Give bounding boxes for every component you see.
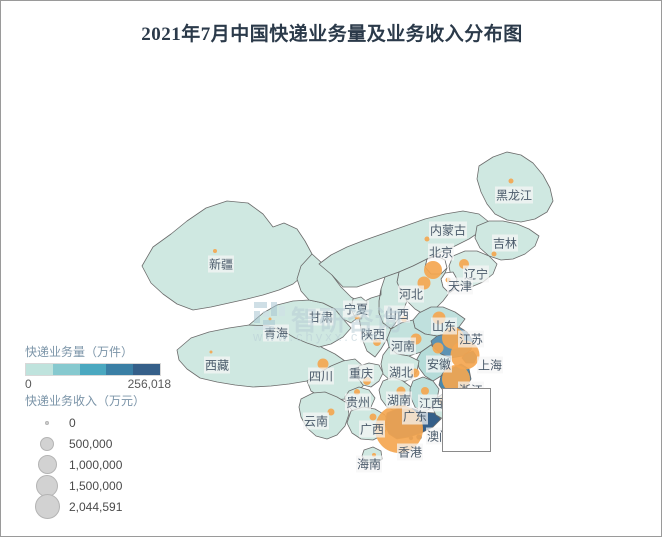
choropleth-max-label: 256,018	[127, 377, 171, 391]
gradient-swatch-5	[133, 364, 160, 375]
bubble-legend-label: 1,000,000	[69, 457, 123, 472]
bubble-hainan[interactable]	[372, 453, 376, 457]
bubble-legend-dot	[40, 436, 54, 451]
bubble-guizhou[interactable]	[354, 389, 360, 395]
bubble-hunan[interactable]	[396, 386, 406, 396]
gradient-swatch-3	[79, 364, 107, 375]
bubble-guangxi[interactable]	[369, 413, 377, 421]
bubble-legend-label: 2,044,591	[69, 499, 123, 514]
bubble-legend-row: 0	[25, 412, 205, 433]
bubble-heilongjiang[interactable]	[508, 178, 514, 184]
gradient-swatch-2	[52, 364, 80, 375]
bubble-size-legend: 0 500,000 1,000,000 1,500,000	[25, 412, 205, 519]
bubble-qinghai[interactable]	[268, 317, 272, 321]
bubble-legend-title: 快递业务收入（万元）	[25, 394, 146, 408]
bubble-jiangxi[interactable]	[421, 387, 429, 395]
shape-xinjiang	[141, 200, 320, 311]
bubble-legend-row: 500,000	[25, 433, 205, 454]
bubble-legend-dot	[34, 494, 60, 519]
bubble-legend-row: 1,000,000	[25, 454, 205, 475]
gradient-swatch-1	[26, 364, 53, 375]
bubble-legend-label: 500,000	[69, 436, 113, 451]
page-title: 2021年7月中国快递业务量及业务收入分布图	[141, 24, 523, 45]
bubble-shaanxi[interactable]	[373, 338, 381, 346]
choropleth-legend-title: 快递业务量（万件）	[25, 345, 134, 359]
bubble-legend-row: 1,500,000	[25, 474, 205, 497]
bubble-anhui[interactable]	[432, 342, 444, 354]
bubble-ningxia[interactable]	[357, 316, 361, 320]
bubble-shandong[interactable]	[432, 311, 446, 325]
bubble-xizang[interactable]	[209, 350, 213, 354]
bubble-shanxi[interactable]	[401, 316, 407, 322]
bubble-jiangsu[interactable]	[442, 327, 464, 349]
bubble-hubei[interactable]	[410, 368, 420, 378]
bubble-legend-row: 2,044,591	[25, 494, 205, 519]
bubble-jilin[interactable]	[491, 251, 497, 257]
bubble-neimenggu[interactable]	[424, 236, 430, 242]
bubble-xinjiang[interactable]	[213, 249, 217, 253]
gradient-swatch-4	[106, 364, 134, 375]
south-china-sea-inset	[442, 388, 491, 452]
legend: 快递业务量（万件） 0 256,018 快递业务收入（万元） 0	[25, 343, 205, 519]
bubble-chongqing[interactable]	[363, 377, 371, 385]
bubble-legend-dot-cell	[25, 494, 69, 519]
bubble-yunnan[interactable]	[327, 408, 335, 416]
choropleth-scale: 0 256,018	[25, 376, 171, 392]
choropleth-gradient-bar	[25, 363, 161, 376]
bubble-legend-dot	[45, 420, 49, 425]
bubble-legend-label: 1,500,000	[69, 478, 123, 493]
bubble-legend-dot-cell	[25, 420, 69, 425]
shape-heilongjiang	[476, 151, 554, 223]
bubble-sichuan[interactable]	[317, 358, 329, 370]
bubble-henan[interactable]	[410, 333, 422, 345]
bubble-guangdong[interactable]	[375, 405, 423, 453]
bubble-legend-dot-cell	[25, 436, 69, 451]
choropleth-min-label: 0	[25, 377, 32, 391]
bubble-liaoning[interactable]	[459, 259, 469, 269]
bubble-beijing[interactable]	[424, 261, 442, 279]
bubble-legend-dot-cell	[25, 455, 69, 474]
bubble-tianjin[interactable]	[445, 277, 451, 283]
bubble-hebei[interactable]	[417, 276, 431, 290]
bubble-legend-dot	[37, 455, 57, 474]
bubble-legend-label: 0	[69, 415, 76, 430]
